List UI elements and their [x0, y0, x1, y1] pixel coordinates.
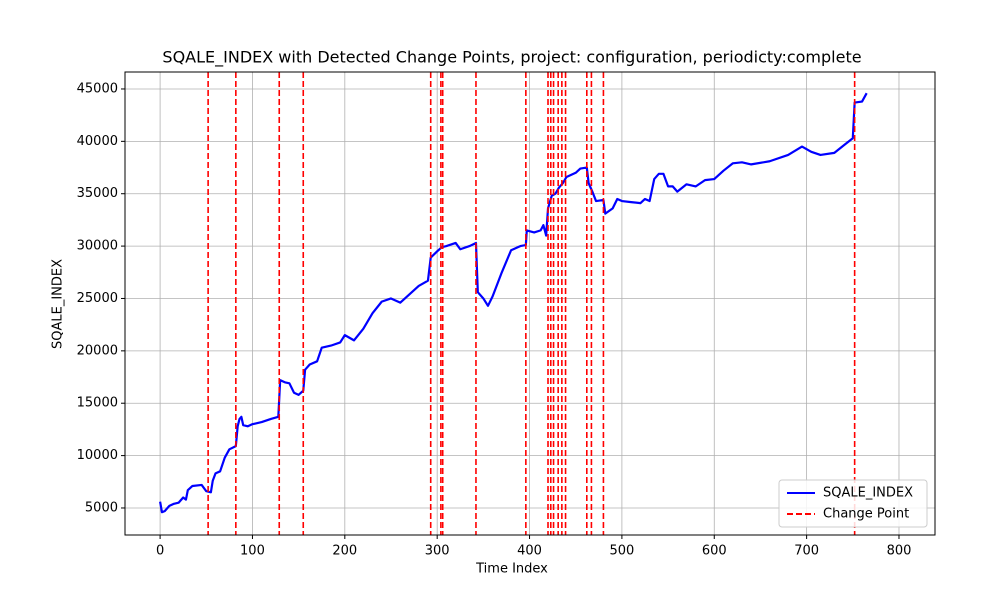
y-tick-label: 25000 — [77, 291, 118, 306]
x-tick-label: 100 — [240, 544, 265, 559]
y-axis-label: SQALE_INDEX — [51, 259, 66, 349]
y-tick-label: 5000 — [85, 500, 118, 515]
legend-label: Change Point — [823, 507, 909, 522]
y-tick-label: 20000 — [77, 343, 118, 358]
y-tick-label: 10000 — [77, 448, 118, 463]
chart-title: SQALE_INDEX with Detected Change Points,… — [162, 48, 861, 68]
x-tick-label: 400 — [517, 544, 542, 559]
y-tick-label: 30000 — [77, 239, 118, 254]
x-tick-label: 800 — [887, 544, 912, 559]
x-axis-label: Time Index — [475, 562, 548, 577]
x-tick-label: 600 — [702, 544, 727, 559]
legend-box — [778, 479, 928, 528]
x-tick-label: 300 — [425, 544, 450, 559]
x-tick-label: 0 — [156, 544, 164, 559]
x-tick-label: 200 — [332, 544, 357, 559]
data-line — [159, 92, 868, 514]
legend-label: SQALE_INDEX — [823, 486, 913, 501]
x-tick-label: 700 — [794, 544, 819, 559]
x-tick-label: 500 — [609, 544, 634, 559]
plot-frame — [124, 71, 936, 536]
y-tick-label: 40000 — [77, 134, 118, 149]
y-tick-label: 35000 — [77, 186, 118, 201]
y-tick-label: 15000 — [77, 396, 118, 411]
y-tick-label: 45000 — [77, 81, 118, 96]
legend: SQALE_INDEX Change Point — [778, 479, 928, 528]
